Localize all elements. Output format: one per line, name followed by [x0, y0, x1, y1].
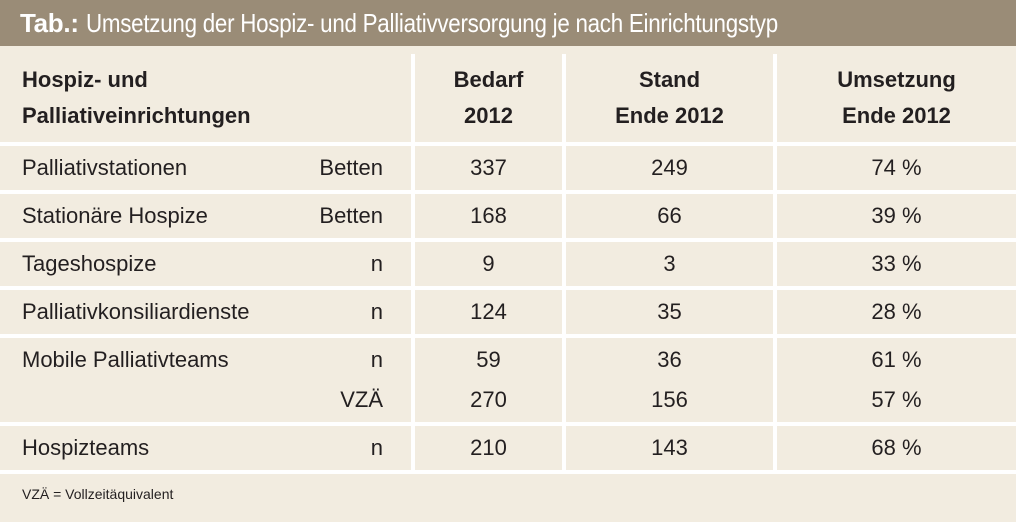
umsetzung-value-vza: 57 %: [871, 387, 922, 412]
column-header-facility-line1: Hospiz- und: [22, 67, 148, 92]
umsetzung-value: 61 % 57 %: [777, 338, 1016, 426]
column-header-stand-line1: Stand: [638, 67, 701, 92]
facility-name: Palliativstationen: [22, 155, 188, 180]
data-table: Hospiz- und Palliativeinrichtungen Bedar…: [0, 54, 1016, 474]
facility-cell: Stationäre Hospize Betten: [0, 194, 415, 242]
facility-unit: n: [370, 251, 383, 276]
stand-value: 36 156: [566, 338, 777, 426]
table-label: Tab.:: [20, 7, 79, 38]
table-row: Hospizteams n 210 143 68 %: [0, 426, 1016, 474]
table-header-row: Hospiz- und Palliativeinrichtungen Bedar…: [0, 54, 1016, 146]
umsetzung-value: 39 %: [777, 194, 1016, 242]
facility-cell: Palliativstationen Betten: [0, 146, 415, 194]
facility-name: Hospizteams: [22, 435, 150, 460]
footnote: VZÄ = Vollzeitäquivalent: [22, 486, 174, 502]
facility-unit-secondary: VZÄ: [340, 387, 383, 412]
bedarf-value: 59 270: [415, 338, 566, 426]
bedarf-value-vza: 270: [470, 387, 507, 412]
facility-name: Tageshospize: [22, 251, 157, 276]
table-row: Tageshospize n 9 3 33 %: [0, 242, 1016, 290]
bedarf-value: 124: [415, 290, 566, 338]
column-header-stand: Stand Ende 2012: [566, 54, 777, 146]
stand-value: 3: [566, 242, 777, 290]
facility-unit: Betten: [319, 155, 383, 180]
stand-value-n: 36: [657, 347, 682, 372]
column-header-facility: Hospiz- und Palliativeinrichtungen: [0, 54, 415, 146]
column-header-umsetzung-line2: Ende 2012: [842, 103, 951, 128]
bedarf-value: 9: [415, 242, 566, 290]
facility-cell: Palliativkonsiliardienste n: [0, 290, 415, 338]
facility-name: Palliativkonsiliardienste: [22, 299, 250, 324]
table-row: Palliativkonsiliardienste n 124 35 28 %: [0, 290, 1016, 338]
stand-value: 143: [566, 426, 777, 474]
facility-cell: Hospizteams n: [0, 426, 415, 474]
table-row: Stationäre Hospize Betten 168 66 39 %: [0, 194, 1016, 242]
table-row: Palliativstationen Betten 337 249 74 %: [0, 146, 1016, 194]
umsetzung-value: 28 %: [777, 290, 1016, 338]
table-title-bar: Tab.: Umsetzung der Hospiz- und Palliati…: [0, 0, 1016, 46]
facility-unit: n: [370, 435, 383, 460]
facility-unit: Betten: [319, 203, 383, 228]
bedarf-value: 337: [415, 146, 566, 194]
facility-name: Mobile Palliativteams: [22, 347, 229, 372]
bedarf-value: 168: [415, 194, 566, 242]
facility-cell: Tageshospize n: [0, 242, 415, 290]
stand-value-vza: 156: [651, 387, 688, 412]
facility-name: Stationäre Hospize: [22, 203, 208, 228]
column-header-umsetzung: Umsetzung Ende 2012: [777, 54, 1016, 146]
column-header-bedarf-line2: 2012: [464, 103, 513, 128]
umsetzung-value: 74 %: [777, 146, 1016, 194]
column-header-facility-line2: Palliativeinrichtungen: [22, 103, 251, 128]
column-header-umsetzung-line1: Umsetzung: [837, 67, 956, 92]
facility-unit: n: [370, 347, 383, 372]
column-header-stand-line2: Ende 2012: [615, 103, 724, 128]
facility-cell: Mobile Palliativteams n VZÄ: [0, 338, 415, 426]
bedarf-value: 210: [415, 426, 566, 474]
column-header-bedarf: Bedarf 2012: [415, 54, 566, 146]
table-row: Mobile Palliativteams n VZÄ 59 270 36 15…: [0, 338, 1016, 426]
stand-value: 66: [566, 194, 777, 242]
umsetzung-value: 33 %: [777, 242, 1016, 290]
column-header-bedarf-line1: Bedarf: [453, 67, 524, 92]
facility-unit: n: [370, 299, 383, 324]
stand-value: 249: [566, 146, 777, 194]
umsetzung-value-n: 61 %: [871, 347, 922, 372]
bedarf-value-n: 59: [476, 347, 501, 372]
umsetzung-value: 68 %: [777, 426, 1016, 474]
stand-value: 35: [566, 290, 777, 338]
table-title: Umsetzung der Hospiz- und Palliativverso…: [85, 7, 778, 38]
